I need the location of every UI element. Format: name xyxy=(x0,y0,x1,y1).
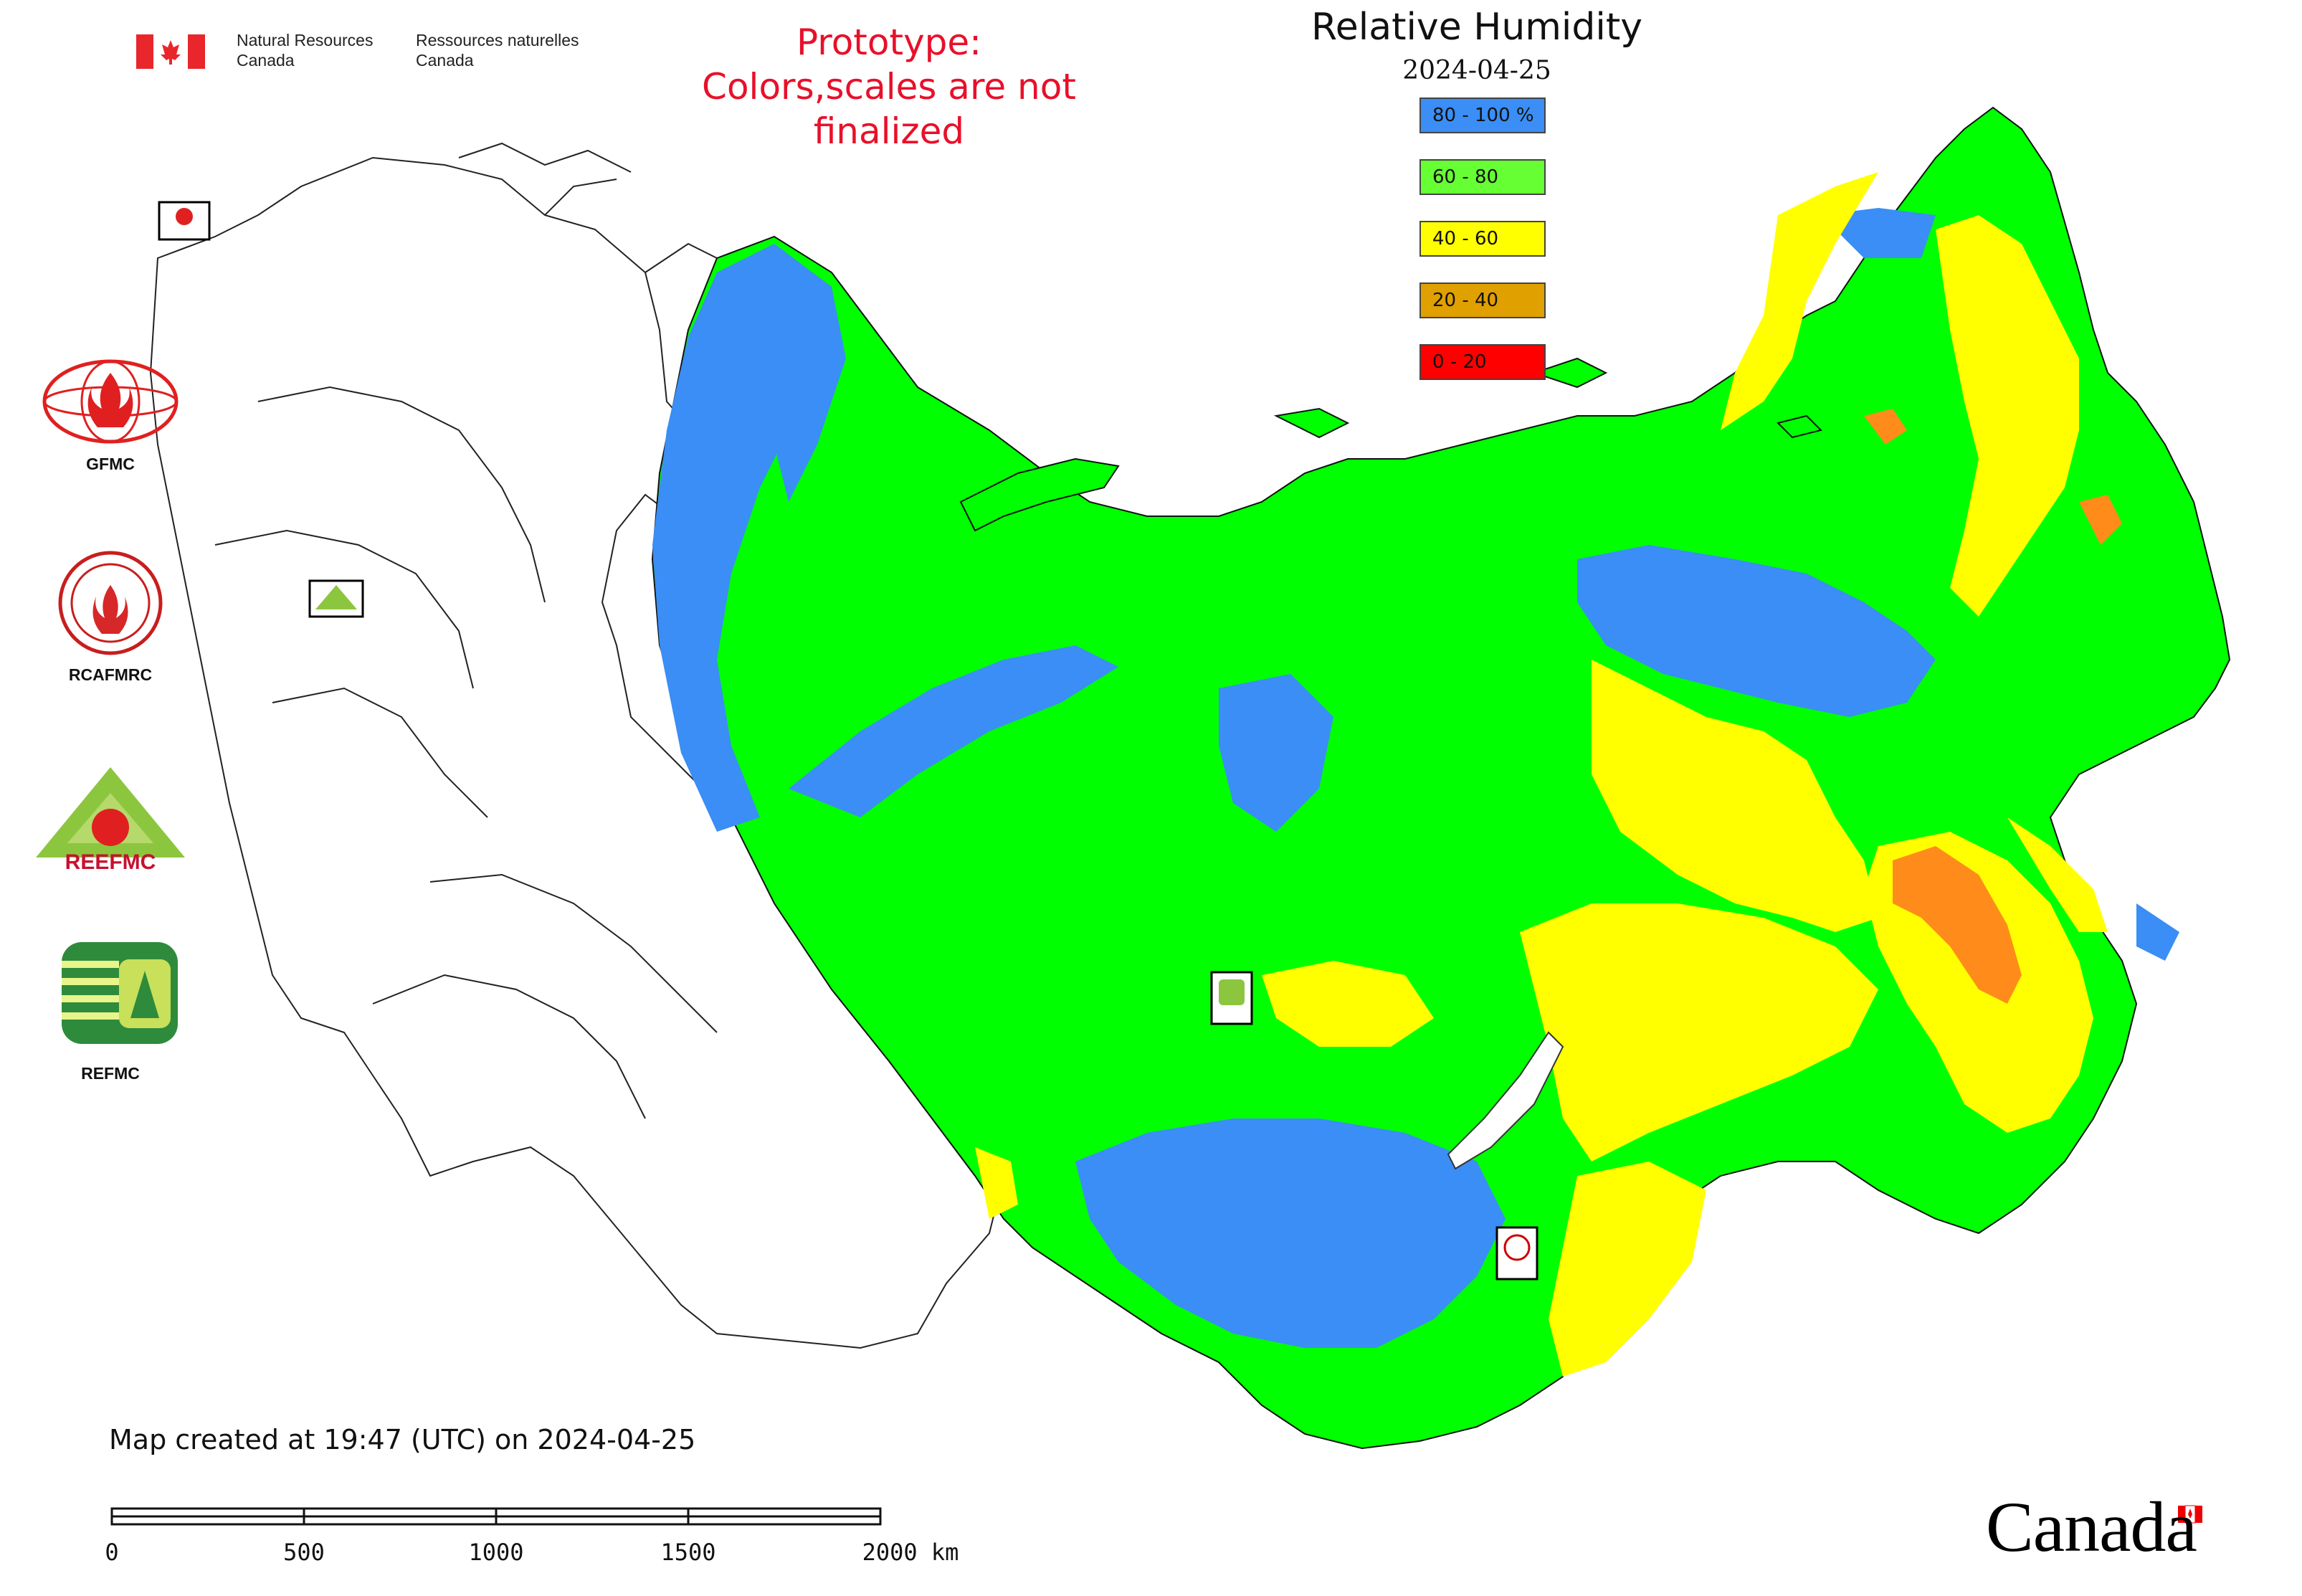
legend-item-20-40: 20 - 40 xyxy=(1419,282,1546,318)
prototype-line-1: Prototype: xyxy=(796,22,982,63)
partner-label-refmc: REFMC xyxy=(81,1064,140,1083)
legend-item-0-20: 0 - 20 xyxy=(1419,344,1546,380)
refmc-logo-icon xyxy=(62,942,178,1044)
canada-wordmark: Canada xyxy=(1986,1487,2197,1567)
gfmc-logo-icon xyxy=(42,359,179,444)
partner-refmc: REFMC xyxy=(17,939,204,1083)
legend-item-60-80: 60 - 80 xyxy=(1419,159,1546,195)
scale-tick-2000: 2000 km xyxy=(862,1539,959,1566)
nrcan-name-fr: Ressources naturelles Canada xyxy=(416,31,579,70)
scale-tick-1000: 1000 xyxy=(468,1539,524,1566)
lake-baikal xyxy=(1447,1031,1564,1170)
map-markers xyxy=(158,201,1538,1281)
humidity-field-base xyxy=(651,106,2231,1450)
partner-rcafmrc: RCAFMRC xyxy=(17,549,204,685)
scale-tick-0: 0 xyxy=(105,1539,119,1566)
partner-label-rcafmrc: RCAFMRC xyxy=(68,665,153,684)
rcafmrc-logo-icon xyxy=(58,551,163,655)
canada-flag-icon xyxy=(136,34,205,69)
partner-label-gfmc: GFMC xyxy=(86,455,135,473)
partner-gfmc: GFMC xyxy=(17,358,204,480)
scale-tick-500: 500 xyxy=(283,1539,325,1566)
map-created-timestamp: Map created at 19:47 (UTC) on 2024-04-25 xyxy=(109,1424,696,1455)
humidity-very-dry-regions xyxy=(1864,409,2122,1004)
humidity-wet-regions xyxy=(652,208,2179,1348)
legend-item-80-100: 80 - 100 % xyxy=(1419,98,1546,133)
partner-reefmc: REEFMC xyxy=(17,764,204,886)
scale-bar xyxy=(110,1507,882,1526)
reefmc-logo-icon: REEFMC xyxy=(36,767,185,872)
prototype-line-2: Colors,scales are not finalized xyxy=(702,66,1076,152)
legend-item-40-60: 40 - 60 xyxy=(1419,221,1546,257)
nrcan-signature: Natural Resources Canada Ressources natu… xyxy=(136,30,638,73)
arctic-islands xyxy=(959,357,1822,532)
legend-date: 2024-04-25 xyxy=(1402,56,1551,85)
legend-title: Relative Humidity xyxy=(1311,6,1642,49)
canada-wordmark-flag xyxy=(2178,1505,2202,1524)
prototype-warning: Prototype: Colors,scales are not finaliz… xyxy=(631,20,1147,153)
nrcan-name-en: Natural Resources Canada xyxy=(237,31,374,70)
scale-tick-1500: 1500 xyxy=(660,1539,716,1566)
svg-text:REEFMC: REEFMC xyxy=(65,850,156,872)
